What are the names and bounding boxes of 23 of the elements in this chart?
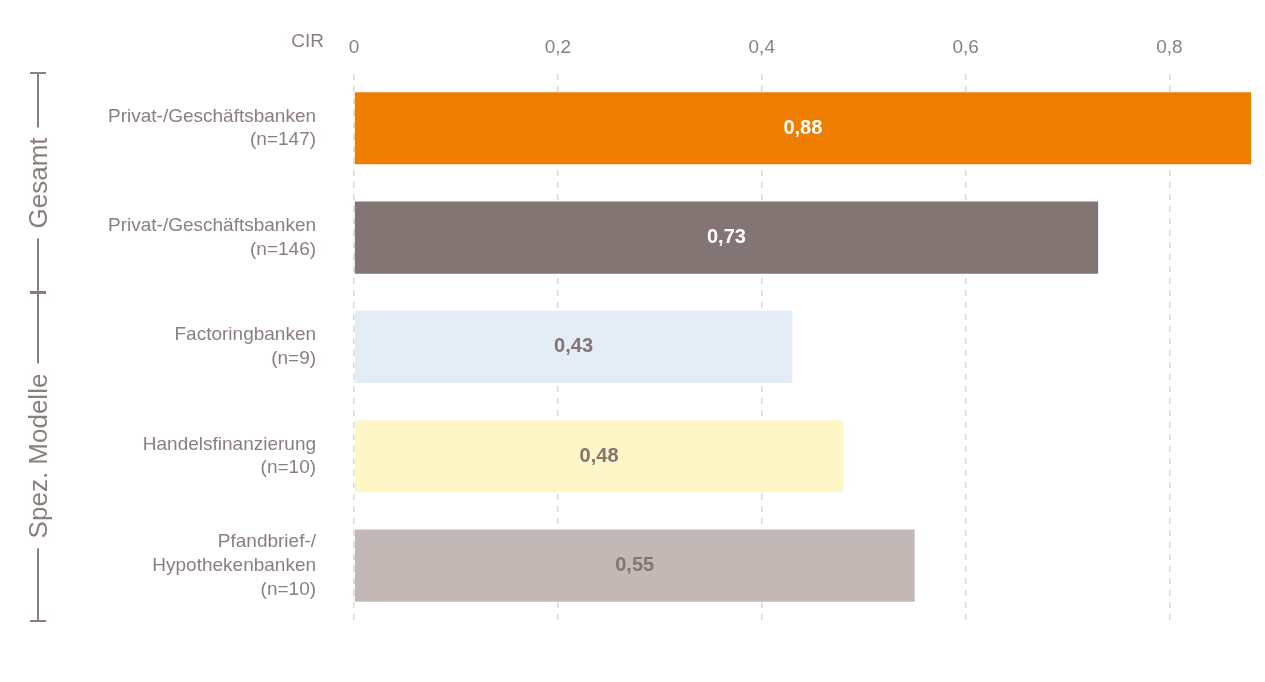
bar	[354, 92, 1251, 165]
x-tick-label: 0,8	[1156, 36, 1183, 58]
x-tick-label: 0	[348, 36, 360, 58]
y-tick-label: Privat-/Geschäftsbanken (n=146)	[108, 213, 317, 259]
x-tick-label: 0,6	[952, 36, 979, 58]
data-label: 0,55	[615, 553, 655, 576]
x-tick-label: 0,4	[748, 36, 776, 58]
y-tick-label: Handelsfinanzierung (n=10)	[142, 432, 317, 478]
bar	[354, 529, 915, 602]
data-label: 0,73	[706, 225, 746, 248]
text: Spez. Modelle	[22, 363, 54, 549]
bar	[354, 420, 844, 493]
bar	[354, 310, 793, 384]
data-label: 0,48	[579, 443, 619, 466]
bar	[354, 201, 1099, 274]
y-tick-label: Pfandbrief-/ Hypothekenbanken (n=10)	[152, 530, 317, 599]
data-label: 0,43	[554, 334, 594, 357]
x-axis-title: CIR	[291, 30, 325, 52]
y-tick-label: Factoringbanken (n=9)	[174, 323, 317, 369]
data-label: 0,88	[783, 115, 823, 138]
x-tick-label: 0,2	[544, 36, 572, 58]
text: Gesamt	[22, 127, 54, 239]
y-tick-label: Privat-/Geschäftsbanken (n=147)	[108, 104, 317, 150]
